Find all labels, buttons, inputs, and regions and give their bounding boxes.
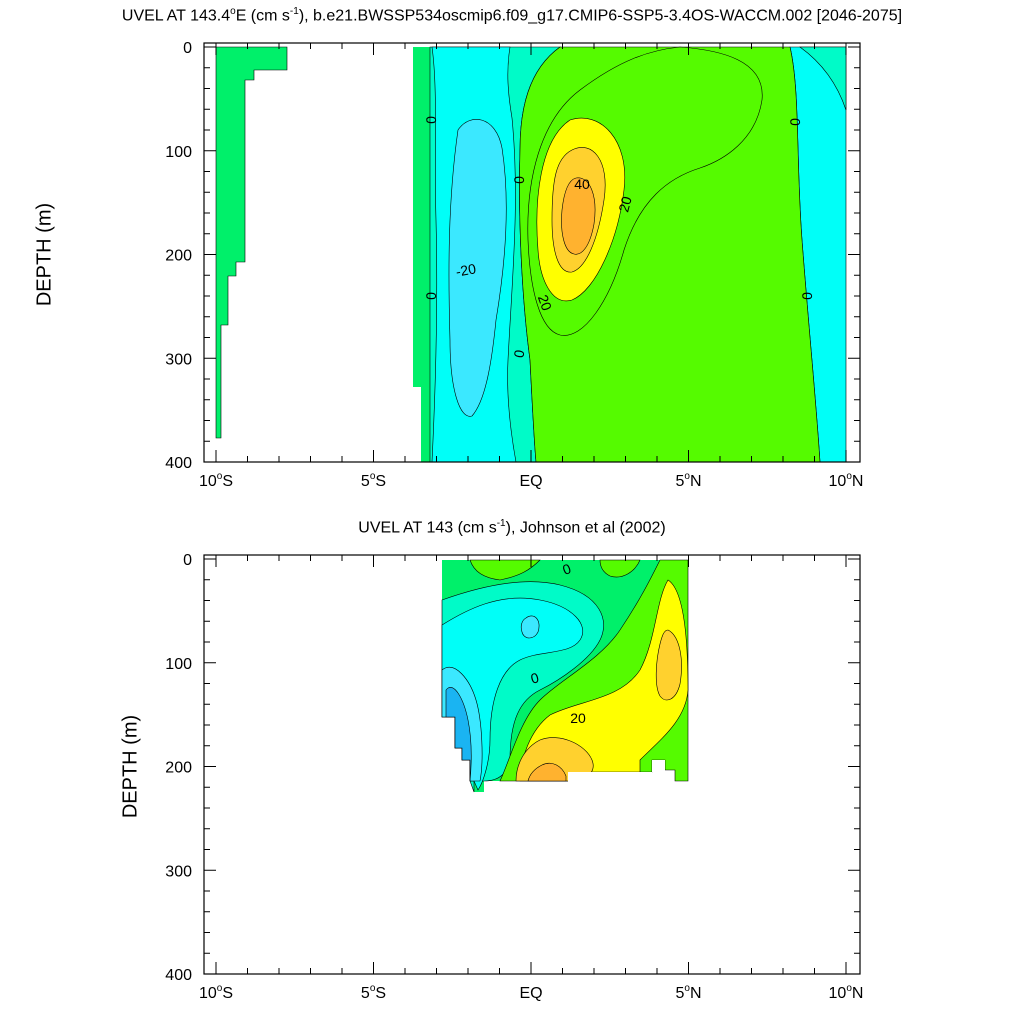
bottom-title-unit-exponent: -1 — [496, 518, 506, 529]
bottom-region-green-light-top2 — [599, 559, 641, 578]
top-y-tick-label: 300 — [165, 351, 192, 368]
bottom-x-tick-label: 10oN — [829, 983, 864, 1002]
bottom-y-tick-label: 400 — [165, 967, 192, 984]
top-panel: 0 0 40 20 -20 0 20 0 0 0 10oS 5oS EQ 5oN 10o… — [165, 40, 863, 490]
top-x-tick-label: 10oS — [199, 471, 233, 490]
bottom-region-blue — [445, 687, 472, 782]
bottom-contour-fill — [441, 559, 689, 793]
top-contour-label-5: 0 — [423, 292, 439, 301]
bottom-contour-label-1: 0 — [529, 669, 541, 687]
top-x-tick-label: 10oN — [829, 471, 864, 490]
top-contour-label-8: 0 — [799, 292, 815, 301]
top-y-tick-label: 0 — [183, 40, 192, 57]
bottom-x-tick-label: 10oS — [199, 983, 233, 1002]
top-contour-label-9: 0 — [510, 348, 527, 359]
bottom-region-green-light-top — [469, 559, 541, 581]
bottom-gap-1 — [568, 772, 652, 784]
top-contour-labels: 0 0 40 20 -20 0 20 0 0 0 — [423, 116, 815, 359]
top-contour-label-4: -20 — [454, 260, 477, 279]
top-contour-label-1: 0 — [511, 176, 527, 185]
top-contour-label-6: 20 — [535, 293, 555, 313]
top-y-axis-label: DEPTH (m) — [33, 202, 56, 307]
bottom-gap-2 — [652, 760, 665, 772]
bottom-y-tick-label: 100 — [165, 656, 192, 673]
top-y-tick-label: 400 — [165, 455, 192, 472]
top-x-tick-label: 5oN — [675, 471, 701, 490]
top-contour-label-2: 40 — [574, 176, 590, 192]
bottom-region-gold-east — [655, 629, 682, 701]
top-contour-label-7: 0 — [787, 118, 803, 127]
top-y-tick-label: 200 — [165, 248, 192, 265]
top-region-green-west-strip — [215, 46, 288, 439]
top-title-degree: o — [230, 6, 236, 17]
bottom-y-tick-label: 300 — [165, 863, 192, 880]
top-x-tick-label: 5oS — [361, 471, 386, 490]
bottom-plot-frame — [203, 554, 861, 975]
top-contour-fill — [215, 46, 847, 462]
top-title-prefix: UVEL AT 143.4 — [121, 7, 231, 25]
top-title-unit: E (cm s — [235, 7, 290, 25]
bottom-y-tick-label: 200 — [165, 760, 192, 777]
bottom-title-prefix: UVEL AT 143 (cm s — [358, 519, 497, 537]
bottom-y-axis-label: DEPTH (m) — [119, 714, 142, 819]
top-contour-label-3: 20 — [615, 194, 635, 213]
top-contour-label-0: 0 — [423, 116, 439, 125]
top-chart-title: UVEL AT 143.4oE (cm s-1), b.e21.BWSSP534… — [0, 6, 1024, 25]
top-title-suffix: ), b.e21.BWSSP534oscmip6.f09_g17.CMIP6-S… — [298, 7, 903, 25]
bottom-contour-label-2: 20 — [570, 710, 586, 726]
bottom-x-tick-label: EQ — [519, 985, 542, 1002]
bottom-title-suffix: ), Johnson et al (2002) — [505, 519, 666, 537]
bottom-region-sky-small — [520, 615, 540, 639]
top-x-tick-label: EQ — [519, 473, 542, 490]
bottom-x-tick-label: 5oN — [675, 983, 701, 1002]
top-title-unit-exponent: -1 — [289, 6, 299, 17]
bottom-x-tick-label: 5oS — [361, 983, 386, 1002]
top-region-orange-core — [561, 177, 596, 255]
bottom-y-tick-label: 0 — [183, 552, 192, 569]
top-plot-frame — [203, 42, 861, 463]
top-region-aqua-east — [799, 46, 847, 111]
bottom-chart-title: UVEL AT 143 (cm s-1), Johnson et al (200… — [0, 518, 1024, 537]
top-y-tick-label: 100 — [165, 144, 192, 161]
bottom-region-orange — [527, 762, 567, 782]
top-region-sky-west — [448, 119, 507, 417]
